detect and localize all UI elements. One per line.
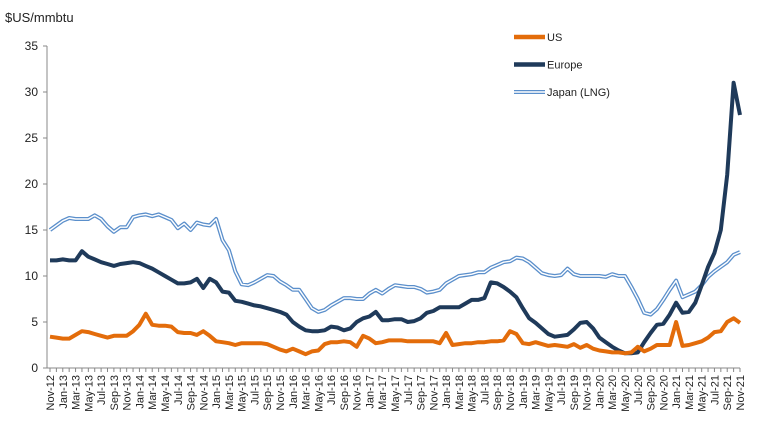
x-tick-label: Sep-17: [416, 375, 428, 410]
x-tick-label: Nov-17: [428, 375, 440, 410]
x-tick-label: Jan-19: [518, 375, 530, 409]
x-tick-label: Mar-15: [224, 375, 236, 410]
x-tick-label: Nov-15: [275, 375, 287, 410]
x-tick-label: Sep-14: [186, 375, 198, 410]
x-tick-label: Nov-16: [352, 375, 364, 410]
x-tick-label: Jul-19: [556, 375, 568, 405]
x-tick-label: Nov-19: [582, 375, 594, 410]
series-lines: [48, 80, 742, 357]
legend: US Europe Japan (LNG): [514, 32, 610, 99]
series-line-japan-lng: [48, 212, 741, 317]
x-tick-label: Jan-14: [134, 375, 146, 409]
x-tick-label: Jan-20: [594, 375, 606, 409]
x-tick-label: Mar-16: [301, 375, 313, 410]
x-tick-label: Jul-21: [709, 375, 721, 405]
x-tick-label: May-17: [390, 375, 402, 412]
x-tick-label: May-13: [83, 375, 95, 412]
y-tick-label: 15: [25, 223, 39, 237]
y-tick-label: 25: [25, 131, 39, 145]
x-tick-label: May-18: [467, 375, 479, 412]
x-tick-label: Jan-13: [58, 375, 70, 409]
x-tick-label: Nov-13: [122, 375, 134, 410]
y-tick-label: 5: [31, 315, 38, 329]
x-tick-label: Mar-19: [531, 375, 543, 410]
series-line-us: [49, 311, 742, 357]
x-tick-label: Nov-14: [198, 375, 210, 410]
x-tick-label: Jul-16: [326, 375, 338, 405]
x-tick-label: May-16: [313, 375, 325, 412]
y-axis-label: $US/mmbtu: [5, 10, 74, 25]
series-line-europe: [50, 80, 742, 356]
x-tick-label: May-19: [543, 375, 555, 412]
x-tick-label: Sep-16: [339, 375, 351, 410]
x-tick-label: Jul-15: [249, 375, 261, 405]
x-tick-label: Nov-20: [658, 375, 670, 410]
y-tick-label: 20: [25, 177, 39, 191]
legend-label-europe: Europe: [547, 60, 582, 72]
x-tick-label: May-15: [237, 375, 249, 412]
x-tick-label: Nov-21: [735, 375, 747, 410]
x-tick-label: Jan-21: [671, 375, 683, 409]
x-tick-label: Mar-14: [147, 375, 159, 410]
x-tick-label: Jul-17: [403, 375, 415, 405]
x-tick-label: Jul-13: [96, 375, 108, 405]
y-tick-label: 35: [25, 39, 39, 53]
x-tick-label: Mar-21: [684, 375, 696, 410]
x-tick-label: Jan-15: [211, 375, 223, 409]
x-tick-label: Jan-16: [288, 375, 300, 409]
x-tick-label: Mar-17: [377, 375, 389, 410]
y-tick-label: 10: [25, 269, 39, 283]
x-tick-label: Nov-12: [45, 375, 57, 410]
y-tick-label: 30: [25, 85, 39, 99]
legend-label-japan-lng: Japan (LNG): [547, 87, 610, 99]
x-tick-label: Jul-20: [633, 375, 645, 405]
x-tick-label: Mar-18: [454, 375, 466, 410]
x-tick-label: May-21: [697, 375, 709, 412]
x-tick-label: Mar-13: [71, 375, 83, 410]
y-tick-label: 0: [31, 361, 38, 375]
x-tick-label: Mar-20: [607, 375, 619, 410]
x-tick-label: Sep-19: [569, 375, 581, 410]
legend-label-us: US: [547, 32, 562, 44]
x-tick-label: Sep-15: [262, 375, 274, 410]
x-tick-label: Sep-13: [109, 375, 121, 410]
x-tick-label: May-20: [620, 375, 632, 412]
x-tick-label: Jul-14: [173, 375, 185, 405]
x-tick-label: Sep-18: [492, 375, 504, 410]
x-tick-label: Jan-17: [364, 375, 376, 409]
x-tick-label: Jan-18: [441, 375, 453, 409]
x-tick-label: Sep-20: [646, 375, 658, 410]
x-tick-label: May-14: [160, 375, 172, 412]
x-tick-label: Sep-21: [722, 375, 734, 410]
series-line-japan-lng-inner: [49, 213, 741, 316]
x-tick-label: Nov-18: [505, 375, 517, 410]
x-tick-label: Jul-18: [479, 375, 491, 405]
